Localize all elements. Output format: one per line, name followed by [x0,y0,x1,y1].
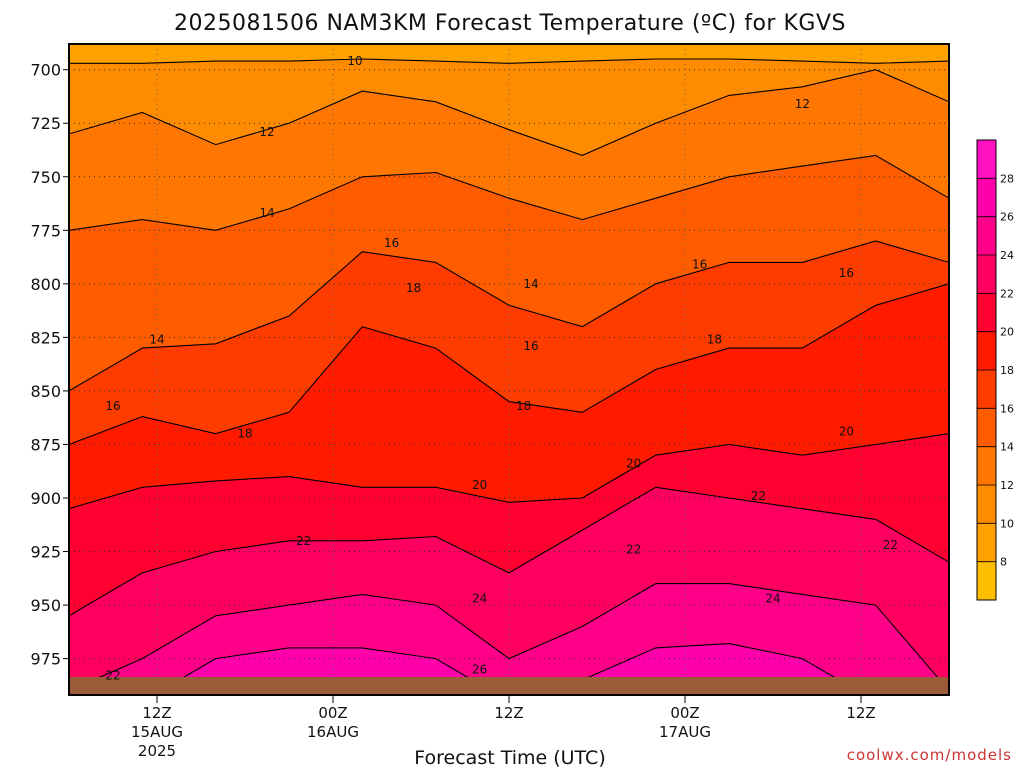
y-tick-label: 875 [30,435,61,454]
contour-label: 22 [626,542,641,556]
colorbar-tick-label: 18 [1000,364,1014,377]
ground-surface [69,677,949,695]
contour-label: 12 [795,97,810,111]
x-tick-label: 16AUG [307,723,359,741]
ground-rect [69,677,949,695]
y-tick-label: 775 [30,221,61,240]
y-tick-label: 850 [30,382,61,401]
contour-label: 22 [883,538,898,552]
contour-lines [69,58,949,695]
y-axis: 700 725 750 775 800 825 850 875 900 925 950 975 [30,61,69,669]
colorbar-segment [977,140,996,179]
contour-18 [69,283,949,446]
contour-label: 16 [384,236,399,250]
contour-label: 22 [751,489,766,503]
colorbar-segment [977,446,996,486]
x-tick-label: 00Z [318,704,347,722]
x-tick-label: 12Z [494,704,523,722]
chart-title: 2025081506 NAM3KM Forecast Temperature (… [174,11,846,36]
colorbar-tick-label: 24 [1000,249,1014,262]
colorbar: 8 10 12 14 16 18 20 22 24 26 28 [976,139,1014,601]
credit-link[interactable]: coolwx.com/models [847,746,1012,764]
y-tick-label: 800 [30,275,61,294]
contour-12 [69,69,949,156]
contour-26 [152,643,866,695]
x-tick-label: 2025 [138,742,176,760]
colorbar-segment [977,408,996,448]
contour-label: 18 [406,281,421,295]
contour-label: 16 [105,399,120,413]
contour-label: 18 [516,399,531,413]
colorbar-segment [977,293,996,333]
colorbar-tick-label: 26 [1000,211,1014,224]
colorbar-segment [977,331,996,371]
contour-label: 16 [692,258,707,272]
contour-label: 26 [472,662,487,676]
contour-20 [69,433,949,510]
contour-label: 20 [626,457,641,471]
colorbar-tick-label: 10 [1000,517,1014,530]
contour-label: 24 [765,592,780,606]
contour-label: 20 [472,478,487,492]
contour-label: 16 [839,266,854,280]
contour-label: 22 [105,669,120,683]
x-tick-label: 12Z [142,704,171,722]
colorbar-segment [977,485,996,524]
contour-16 [69,240,949,392]
contour-label: 24 [472,592,487,606]
y-tick-label: 700 [30,61,61,80]
colorbar-tick-label: 8 [1000,556,1007,569]
contour-labels: 10 12 12 14 14 14 16 16 16 16 16 18 18 18 18 20 20 20 22 22… [105,54,898,683]
y-tick-label: 925 [30,543,61,562]
contour-label: 14 [259,206,274,220]
contour-label: 14 [523,277,538,291]
colorbar-segment [977,216,996,256]
contour-label: 14 [149,333,164,347]
colorbar-tick-label: 14 [1000,441,1014,454]
plot-area: 10 12 12 14 14 14 16 16 16 16 16 18 18 18 18 20 20 20 22 22… [69,44,949,695]
colorbar-segment [977,523,996,563]
contour-24 [69,583,949,692]
y-tick-label: 975 [30,650,61,669]
y-tick-label: 950 [30,596,61,615]
y-tick-label: 900 [30,489,61,508]
colorbar-segment [977,178,996,218]
x-tick-label: 15AUG [131,723,183,741]
y-tick-label: 725 [30,114,61,133]
contour-label: 18 [237,427,252,441]
contour-label: 16 [523,339,538,353]
y-tick-label: 825 [30,328,61,347]
x-axis-label: Forecast Time (UTC) [414,747,605,768]
contour-10 [69,58,949,64]
colorbar-segment [977,561,996,601]
contour-14 [69,154,949,231]
colorbar-segment [977,370,996,409]
contour-label: 18 [707,333,722,347]
contour-label: 20 [839,425,854,439]
contour-label: 10 [347,54,362,68]
grid-lines [69,44,949,695]
contour-label: 12 [259,125,274,139]
colorbar-tick-label: 28 [1000,172,1014,185]
x-tick-label: 00Z [670,704,699,722]
colorbar-tick-label: 12 [1000,479,1014,492]
colorbar-tick-label: 16 [1000,402,1014,415]
colorbar-segment [977,255,996,294]
contour-22 [69,486,949,617]
y-tick-label: 750 [30,168,61,187]
x-tick-label: 12Z [846,704,875,722]
x-tick-label: 17AUG [659,723,711,741]
contour-label: 22 [296,534,311,548]
colorbar-tick-label: 22 [1000,287,1014,300]
colorbar-tick-label: 20 [1000,326,1014,339]
